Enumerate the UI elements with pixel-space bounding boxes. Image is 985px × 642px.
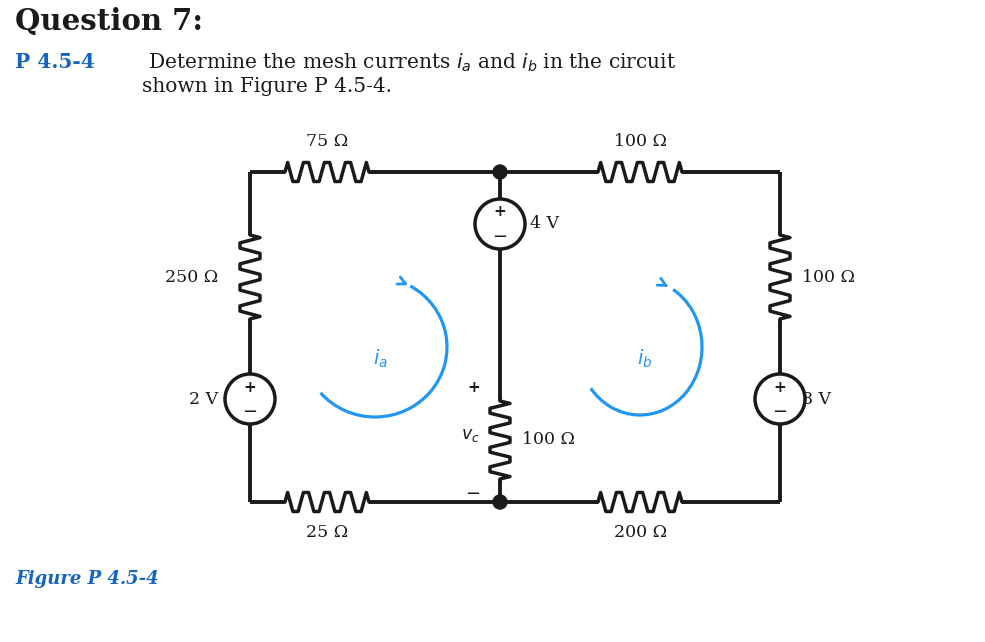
Text: −: − bbox=[772, 403, 788, 421]
Text: 2 V: 2 V bbox=[189, 390, 218, 408]
Text: −: − bbox=[465, 485, 480, 503]
Text: $i_b$: $i_b$ bbox=[637, 348, 653, 370]
Text: +: + bbox=[243, 379, 256, 394]
Text: 250 Ω: 250 Ω bbox=[164, 268, 218, 286]
Text: −: − bbox=[242, 403, 257, 421]
Text: 4 V: 4 V bbox=[530, 216, 559, 232]
Text: −: − bbox=[492, 228, 507, 246]
Text: 100 Ω: 100 Ω bbox=[802, 268, 855, 286]
Text: 100 Ω: 100 Ω bbox=[522, 431, 575, 449]
Text: 75 Ω: 75 Ω bbox=[306, 133, 348, 150]
Text: 8 V: 8 V bbox=[802, 390, 831, 408]
Circle shape bbox=[493, 495, 507, 509]
Text: P 4.5-4: P 4.5-4 bbox=[15, 52, 95, 72]
Text: Determine the mesh currents $i_a$ and $i_b$ in the circuit
shown in Figure P 4.5: Determine the mesh currents $i_a$ and $i… bbox=[142, 52, 676, 96]
Text: 200 Ω: 200 Ω bbox=[614, 524, 667, 541]
Circle shape bbox=[493, 165, 507, 179]
Text: +: + bbox=[467, 380, 480, 395]
Circle shape bbox=[225, 374, 275, 424]
Text: 25 Ω: 25 Ω bbox=[306, 524, 348, 541]
Circle shape bbox=[755, 374, 805, 424]
Text: $v_c$: $v_c$ bbox=[461, 426, 480, 444]
Text: Question 7:: Question 7: bbox=[15, 7, 203, 36]
Text: Figure P 4.5-4: Figure P 4.5-4 bbox=[15, 570, 159, 588]
Text: +: + bbox=[493, 205, 506, 220]
Text: $i_a$: $i_a$ bbox=[372, 348, 387, 370]
Text: 100 Ω: 100 Ω bbox=[614, 133, 667, 150]
Text: +: + bbox=[773, 379, 786, 394]
Circle shape bbox=[475, 199, 525, 249]
